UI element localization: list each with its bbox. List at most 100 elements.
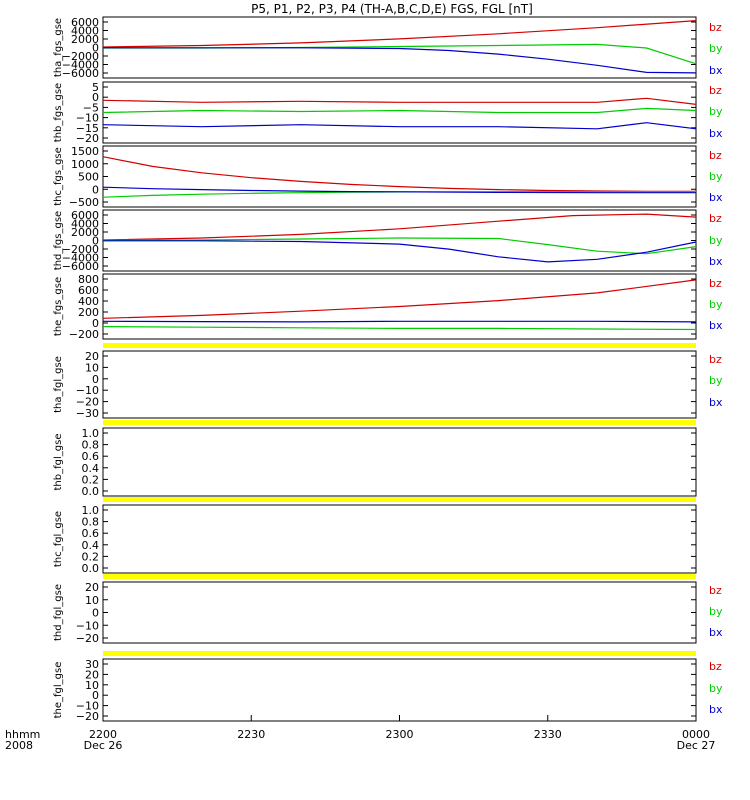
legend-by: by [709, 374, 723, 387]
x-tick-label: 2330 [534, 728, 562, 741]
y-axis-label: thc_fgs_gse [53, 147, 64, 206]
legend-bz: bz [709, 84, 722, 97]
y-tick-label: 0 [92, 91, 99, 104]
chart-title: P5, P1, P2, P3, P4 (TH-A,B,C,D,E) FGS, F… [251, 2, 533, 16]
x-start-label: Dec 26 [84, 739, 123, 752]
data-gap-bar [103, 574, 696, 579]
y-tick-label: 0.6 [82, 450, 100, 463]
y-tick-label: −4000 [62, 59, 99, 72]
x-end-label: Dec 27 [677, 739, 716, 752]
panel-8: 1.00.80.60.40.20.0 thc_fgl_gse [53, 497, 697, 575]
legend-bz: bz [709, 21, 722, 34]
y-tick-label: −2000 [62, 243, 99, 256]
legend-by: by [709, 234, 723, 247]
y-axis-label: thd_fgs_gse [53, 211, 64, 270]
y-tick-label: −6000 [62, 260, 99, 273]
legend-by: by [709, 42, 723, 55]
x-tick-label: 2230 [237, 728, 265, 741]
y-tick-label: 0 [92, 235, 99, 248]
series-line-by [102, 326, 697, 331]
x-tick-label: 0000 [682, 728, 710, 741]
data-gap-bar [103, 497, 696, 502]
legend-by: by [709, 298, 723, 311]
series-line-bx [102, 320, 697, 323]
y-axis-label: the_fgs_gse [53, 277, 64, 336]
series-line-by [102, 191, 696, 198]
panel-frame [102, 145, 697, 208]
legend-bx: bx [709, 127, 723, 140]
y-tick-label: 0.8 [82, 516, 100, 529]
x-tick-label: 2300 [386, 728, 414, 741]
series-line-bx [103, 47, 697, 74]
legend-by: by [709, 682, 723, 695]
panel-frame [102, 504, 697, 574]
y-tick-label: −500 [69, 196, 99, 209]
y-tick-label: 10 [85, 594, 99, 607]
y-axis-label: thb_fgl_gse [53, 434, 64, 491]
series-line-bz [102, 279, 697, 319]
legend-bz: bz [709, 212, 722, 225]
panel-frame [102, 273, 697, 340]
legend-bx: bx [709, 703, 723, 716]
y-tick-label: −10 [76, 112, 99, 125]
y-axis-label: thb_fgs_gse [53, 83, 64, 142]
legend-by: by [709, 170, 723, 183]
y-tick-label: 1.0 [82, 427, 100, 440]
panel-2: 50−5−10−15−20 thb_fgs_gse bz by bx [53, 81, 723, 145]
legend-by: by [709, 605, 723, 618]
y-axis-label: the_fgl_gse [53, 662, 64, 719]
y-tick-label: 6000 [71, 209, 99, 222]
data-gap-bar [103, 343, 696, 348]
y-tick-label: 0 [92, 317, 99, 330]
x-tick-label: 2200 [89, 728, 117, 741]
y-tick-label: −15 [76, 122, 99, 135]
y-tick-label: 0.2 [82, 473, 100, 486]
y-tick-label: 20 [85, 581, 99, 594]
y-tick-label: −20 [76, 710, 99, 723]
legend-bx: bx [709, 626, 723, 639]
y-tick-label: −6000 [62, 67, 99, 80]
y-tick-label: 600 [78, 284, 99, 297]
y-axis-label: tha_fgl_gse [53, 356, 64, 413]
y-tick-label: 6000 [71, 16, 99, 29]
y-tick-label: 2000 [71, 226, 99, 239]
legend-bx: bx [709, 319, 723, 332]
y-tick-label: 0.6 [82, 527, 100, 540]
series-line-bx [103, 240, 697, 263]
y-tick-label: −10 [76, 700, 99, 713]
y-tick-label: 4000 [71, 218, 99, 231]
panel-7: 1.00.80.60.40.20.0 thb_fgl_gse [53, 420, 697, 498]
y-tick-label: 500 [78, 171, 99, 184]
y-tick-label: 0 [92, 607, 99, 620]
y-tick-label: 0.4 [82, 462, 100, 475]
legend-bx: bx [709, 191, 723, 204]
y-tick-label: 400 [78, 295, 99, 308]
legend-bx: bx [709, 64, 723, 77]
y-axis-label: tha_fgs_gse [53, 18, 64, 77]
y-tick-label: 800 [78, 273, 99, 286]
panel-frame [102, 81, 697, 144]
y-tick-label: 0.0 [82, 562, 100, 575]
y-tick-label: −2000 [62, 50, 99, 63]
y-tick-label: 10 [85, 679, 99, 692]
y-tick-label: −20 [76, 132, 99, 145]
data-gap-bar [103, 651, 696, 656]
panel-frame [102, 658, 697, 722]
y-tick-label: 0 [92, 373, 99, 386]
series-line-bx [102, 186, 696, 194]
legend-bz: bz [709, 660, 722, 673]
series-line-bz [102, 213, 697, 241]
y-tick-label: 20 [85, 668, 99, 681]
y-tick-label: −20 [76, 632, 99, 645]
x-axis-title: hhmm [5, 728, 40, 741]
legend-bx: bx [709, 396, 723, 409]
legend-bz: bz [709, 353, 722, 366]
y-tick-label: −10 [76, 384, 99, 397]
y-tick-label: −30 [76, 407, 99, 420]
legend-bz: bz [709, 584, 722, 597]
